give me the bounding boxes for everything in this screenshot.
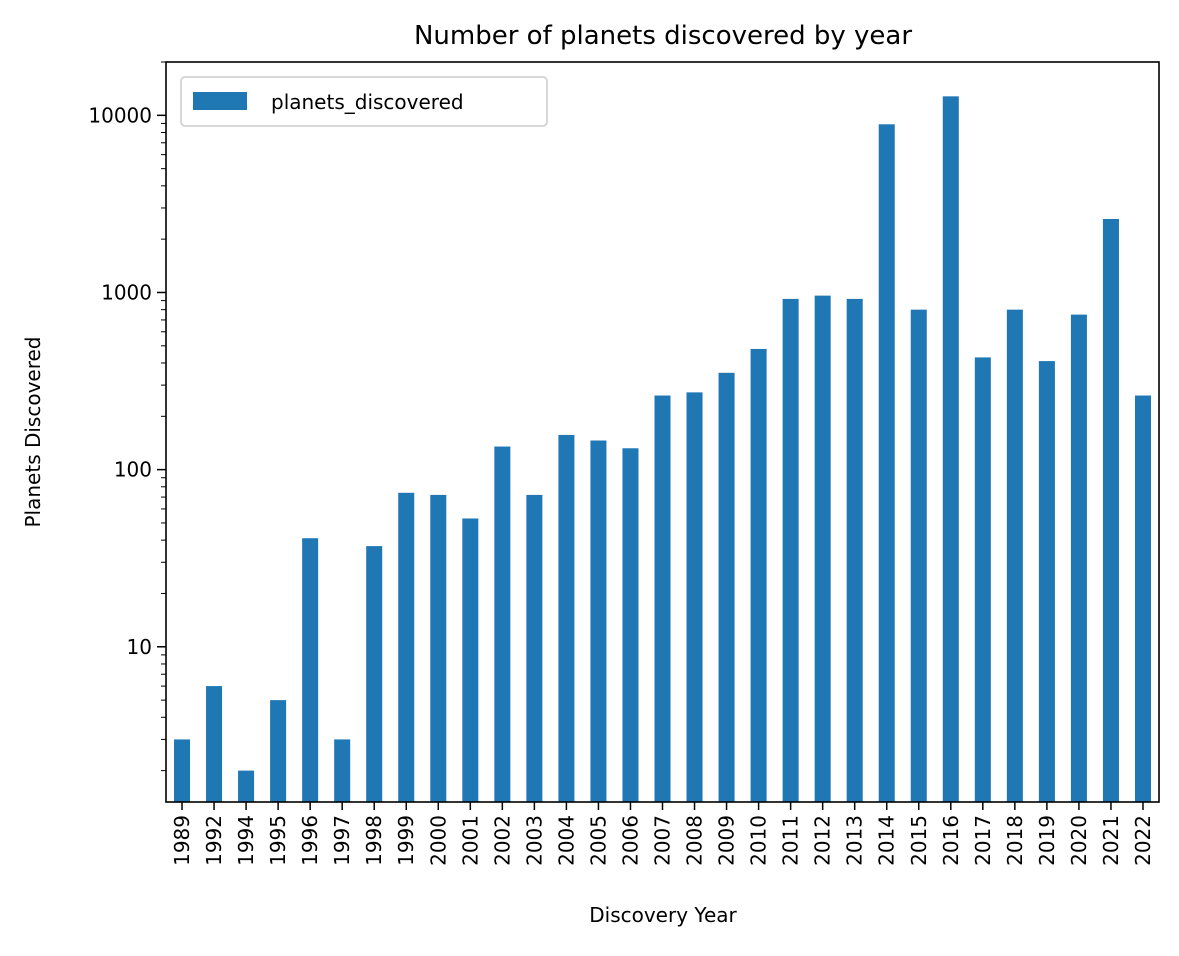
x-tick-label-2017: 2017	[971, 815, 995, 866]
bar-2013	[846, 298, 863, 802]
legend: planets_discovered	[180, 76, 548, 127]
bar-1989	[174, 739, 191, 802]
x-tick-label-1998: 1998	[362, 815, 386, 866]
bar-2017	[974, 357, 991, 802]
bar-2004	[558, 434, 575, 802]
plot-frame	[165, 61, 1160, 803]
x-tick-label-2012: 2012	[811, 815, 835, 866]
x-tick-label-2016: 2016	[939, 815, 963, 866]
x-tick-label-2021: 2021	[1099, 815, 1123, 866]
x-tick-label-2013: 2013	[843, 815, 867, 866]
y-axis-ticks: 10 100 1000 10000	[88, 61, 166, 772]
x-tick-label-2018: 2018	[1003, 815, 1027, 866]
x-tick-label-2005: 2005	[586, 815, 610, 866]
x-tick-label-2022: 2022	[1131, 815, 1155, 866]
bars-group	[174, 96, 1151, 803]
x-tick-label-1997: 1997	[330, 815, 354, 866]
x-tick-label-1999: 1999	[394, 815, 418, 866]
bar-2022	[1134, 395, 1151, 802]
bar-1998	[366, 546, 383, 802]
x-tick-label-1989: 1989	[170, 815, 194, 866]
x-tick-label-2007: 2007	[651, 815, 675, 866]
bar-1994	[238, 770, 255, 802]
chart-title: Number of planets discovered by year	[414, 21, 912, 51]
x-tick-label-2002: 2002	[490, 815, 514, 866]
x-tick-label-1992: 1992	[202, 815, 226, 866]
x-tick-label-2003: 2003	[522, 815, 546, 866]
x-tick-label-2004: 2004	[554, 815, 578, 866]
x-tick-label-2001: 2001	[458, 815, 482, 866]
bar-2010	[750, 348, 767, 802]
legend-label: planets_discovered	[271, 90, 464, 114]
bar-1997	[334, 739, 351, 802]
bar-2001	[462, 518, 479, 802]
bar-2019	[1038, 361, 1055, 802]
y-tick-label: 10	[127, 635, 152, 659]
bar-2015	[910, 309, 927, 802]
bar-2003	[526, 494, 543, 802]
bar-2021	[1102, 218, 1119, 803]
x-tick-label-2010: 2010	[747, 815, 771, 866]
bar-2014	[878, 124, 895, 803]
y-axis-label: Planets Discovered	[21, 336, 45, 527]
bar-1996	[302, 538, 319, 802]
y-tick-label: 100	[114, 458, 152, 482]
legend-box	[180, 76, 548, 127]
x-tick-label-1996: 1996	[298, 815, 322, 866]
bar-2012	[814, 295, 831, 802]
x-tick-label-2011: 2011	[779, 815, 803, 866]
bar-1999	[398, 492, 415, 802]
x-tick-label-2009: 2009	[715, 815, 739, 866]
y-tick-label: 10000	[88, 103, 152, 127]
bar-2020	[1070, 314, 1087, 802]
bar-2008	[686, 392, 703, 802]
bar-2007	[654, 395, 671, 802]
x-tick-label-2019: 2019	[1035, 815, 1059, 866]
bar-2005	[590, 440, 607, 802]
y-tick-label: 1000	[101, 280, 152, 304]
x-tick-label-2015: 2015	[907, 815, 931, 866]
bar-2000	[430, 494, 447, 802]
bar-2009	[718, 372, 735, 802]
x-tick-label-1994: 1994	[234, 815, 258, 866]
x-axis-label: Discovery Year	[589, 903, 737, 927]
x-tick-label-1995: 1995	[266, 815, 290, 866]
bar-1995	[270, 700, 287, 802]
bar-2002	[494, 446, 511, 802]
bar-2006	[622, 448, 639, 802]
bar-2011	[782, 298, 799, 802]
x-tick-label-2006: 2006	[618, 815, 642, 866]
legend-swatch	[193, 92, 247, 110]
bar-2018	[1006, 309, 1023, 802]
x-tick-label-2000: 2000	[426, 815, 450, 866]
x-tick-label-2014: 2014	[875, 815, 899, 866]
x-tick-label-2020: 2020	[1067, 815, 1091, 866]
x-axis-ticks: 1989 1992 1994 1995 1996 1997 1998 1999 2000 2001…	[170, 802, 1155, 866]
bar-2016	[942, 96, 959, 803]
bar-1992	[206, 686, 223, 802]
x-tick-label-2008: 2008	[683, 815, 707, 866]
